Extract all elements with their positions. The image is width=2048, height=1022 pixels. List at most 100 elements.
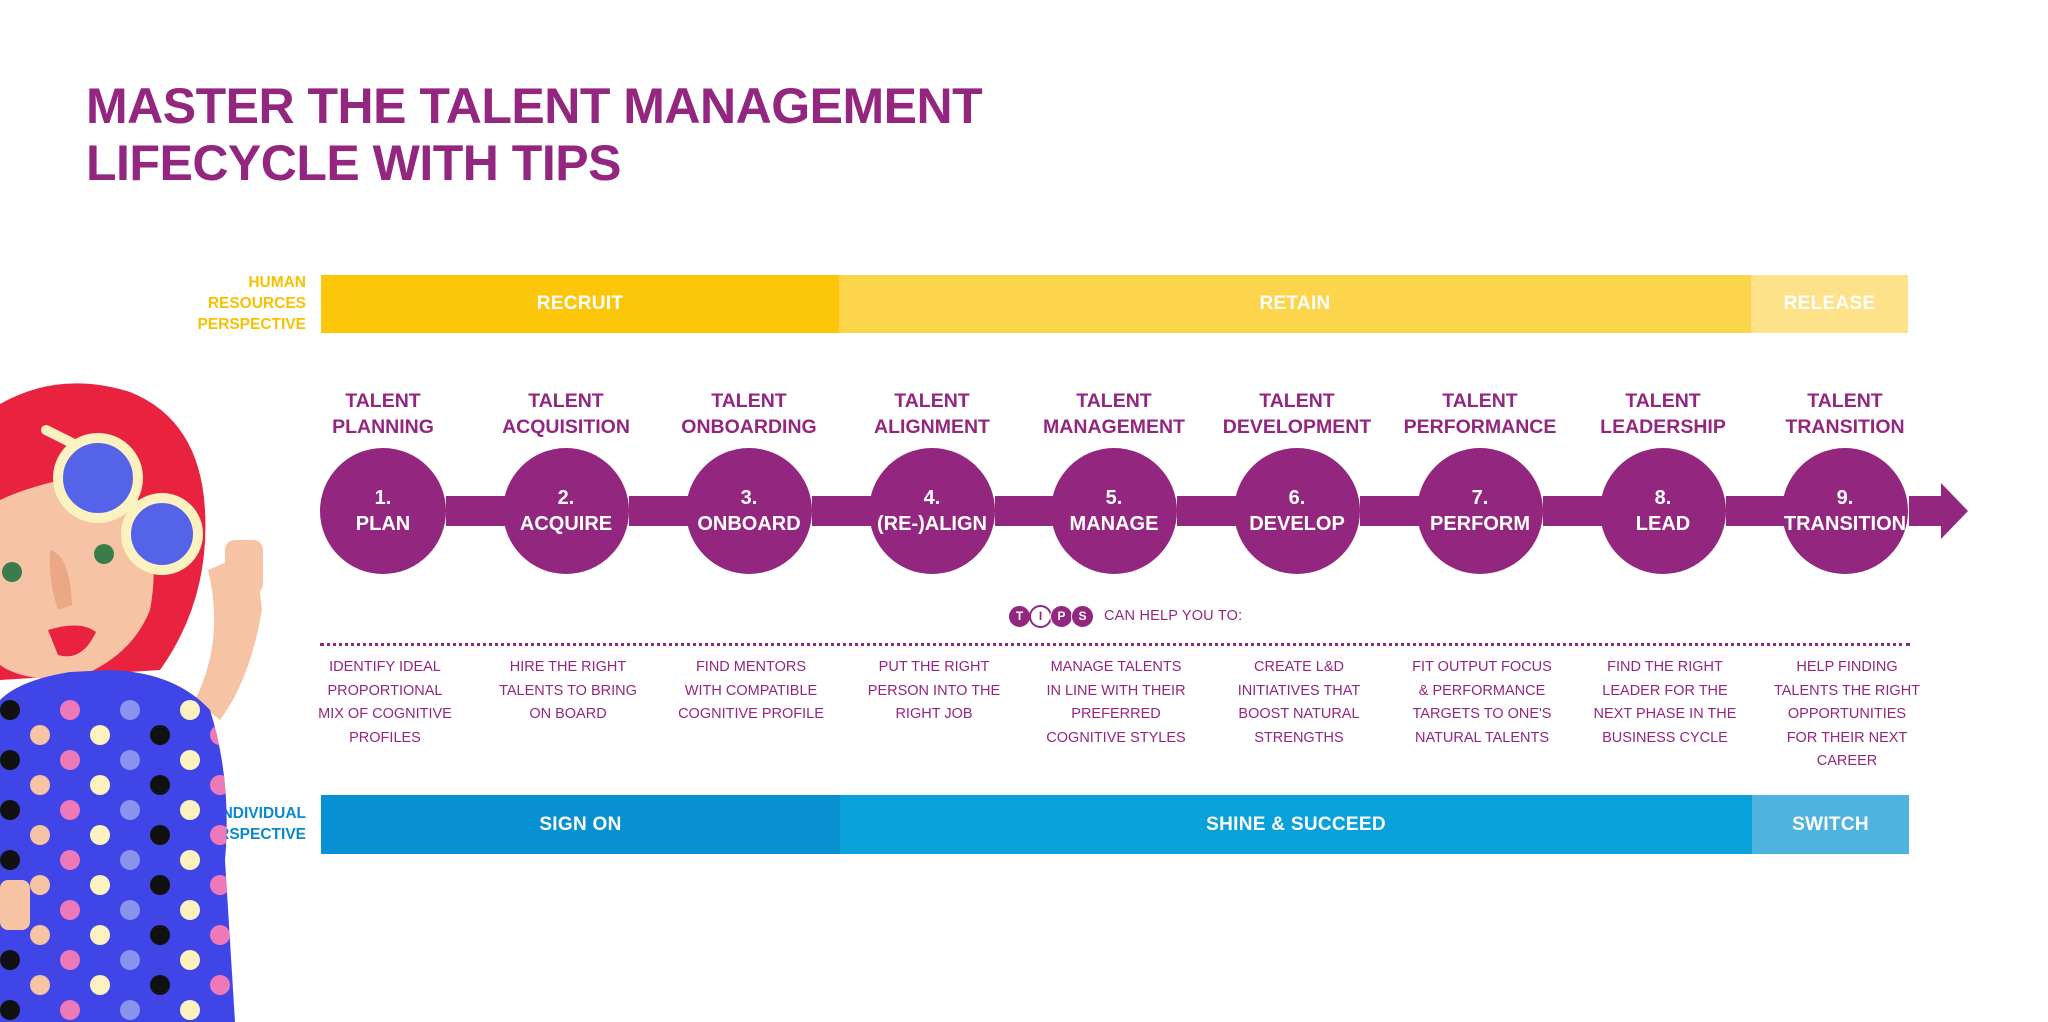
tip-line: PROFILES bbox=[349, 729, 421, 746]
stage-name-line: TALENT bbox=[1076, 390, 1152, 412]
tips-logo-letter: T bbox=[1008, 604, 1031, 628]
tip-line: FIND MENTORS bbox=[695, 659, 807, 675]
tips-logo-letter: S bbox=[1071, 604, 1094, 628]
stage-circle-acquire: 2. ACQUIRE bbox=[503, 448, 629, 574]
tip-line: TALENTS THE RIGHT bbox=[1773, 682, 1921, 699]
tip-line: INITIATIVES THAT bbox=[1237, 682, 1361, 699]
tip-perform: FIT OUTPUT FOCUS & PERFORMANCE TARGETS T… bbox=[1400, 656, 1564, 750]
individual-phase-switch: SWITCH bbox=[1752, 795, 1909, 854]
tip-realign: PUT THE RIGHT PERSON INTO THE RIGHT JOB bbox=[852, 656, 1016, 727]
mouth bbox=[48, 625, 96, 657]
stage-action: ACQUIRE bbox=[519, 513, 613, 535]
stage-number: 6. bbox=[1288, 487, 1306, 509]
stage-name-line: TALENT bbox=[345, 390, 421, 412]
tip-line: HIRE THE RIGHT bbox=[509, 659, 627, 675]
tip-line: PREFERRED bbox=[1071, 706, 1161, 722]
tips-logo-letter: P bbox=[1050, 604, 1073, 628]
stage-connector bbox=[1909, 496, 1943, 526]
tip-line: COGNITIVE STYLES bbox=[1046, 729, 1186, 746]
stage-name-line: TALENT bbox=[894, 390, 970, 412]
stage-name-line: ALIGNMENT bbox=[874, 416, 990, 438]
page-title: MASTER THE TALENT MANAGEMENT LIFECYCLE W… bbox=[86, 78, 983, 192]
tip-line: PROPORTIONAL bbox=[327, 682, 443, 699]
stage-action: (RE-)ALIGN bbox=[877, 513, 987, 535]
hr-perspective-label-line: RESOURCES bbox=[207, 295, 306, 312]
stage-circle-lead: 8. LEAD bbox=[1600, 448, 1726, 574]
stage-name-line: TALENT bbox=[1442, 390, 1518, 412]
stage-name-line: PERFORMANCE bbox=[1403, 416, 1557, 438]
stage-name-performance: TALENT PERFORMANCE bbox=[1400, 388, 1560, 440]
stage-circle-perform: 7. PERFORM bbox=[1417, 448, 1543, 574]
hr-phase-label: RETAIN bbox=[1259, 293, 1331, 314]
stage-connector bbox=[629, 496, 689, 526]
stage-number: 1. bbox=[374, 487, 392, 509]
stage-connector bbox=[1177, 496, 1237, 526]
tip-line: MIX OF COGNITIVE bbox=[318, 706, 452, 722]
stage-number: 8. bbox=[1654, 487, 1672, 509]
tip-line: IN LINE WITH THEIR bbox=[1046, 682, 1186, 699]
stage-action: ONBOARD bbox=[697, 513, 801, 535]
stage-number: 9. bbox=[1836, 487, 1854, 509]
tip-manage: MANAGE TALENTS IN LINE WITH THEIR PREFER… bbox=[1034, 656, 1198, 750]
tip-develop: CREATE L&D INITIATIVES THAT BOOST NATURA… bbox=[1217, 656, 1381, 750]
tip-line: BOOST NATURAL bbox=[1238, 706, 1360, 722]
stage-name-line: TALENT bbox=[1807, 390, 1883, 412]
lifecycle-arrow-head bbox=[1941, 483, 1968, 539]
stage-circle-transition: 9. TRANSITION bbox=[1782, 448, 1908, 574]
title-line-1: MASTER THE TALENT MANAGEMENT bbox=[86, 78, 983, 134]
stage-circle-onboard: 3. ONBOARD bbox=[686, 448, 812, 574]
stage-name-line: ONBOARDING bbox=[681, 416, 817, 438]
stage-connector bbox=[446, 496, 506, 526]
tip-line: CREATE L&D bbox=[1254, 659, 1344, 675]
tip-line: LEADER FOR THE bbox=[1602, 682, 1728, 699]
stage-circle-plan: 1. PLAN bbox=[320, 448, 446, 574]
character-illustration bbox=[0, 383, 263, 1022]
stage-connector bbox=[812, 496, 872, 526]
stage-action: TRANSITION bbox=[1783, 513, 1907, 535]
tip-line: TALENTS TO BRING bbox=[499, 682, 637, 699]
hr-perspective-label: HUMAN RESOURCES PERSPECTIVE bbox=[146, 272, 306, 335]
stage-name-onboarding: TALENT ONBOARDING bbox=[669, 388, 829, 440]
stage-name-line: TALENT bbox=[711, 390, 787, 412]
hr-perspective-label-line: HUMAN bbox=[248, 274, 306, 291]
face bbox=[0, 470, 154, 680]
stage-action: LEAD bbox=[1635, 513, 1691, 535]
tip-acquire: HIRE THE RIGHT TALENTS TO BRING ON BOARD bbox=[486, 656, 650, 727]
hr-perspective-label-line: PERSPECTIVE bbox=[197, 316, 306, 333]
stage-action: PERFORM bbox=[1430, 513, 1530, 535]
stage-name-line: LEADERSHIP bbox=[1600, 416, 1726, 438]
stage-circle-develop: 6. DEVELOP bbox=[1234, 448, 1360, 574]
stage-name-line: PLANNING bbox=[332, 416, 434, 438]
stage-connector bbox=[995, 496, 1055, 526]
stage-action: PLAN bbox=[355, 513, 411, 535]
stage-name-line: ACQUISITION bbox=[502, 416, 630, 438]
stage-number: 7. bbox=[1471, 487, 1489, 509]
tip-line: HELP FINDING bbox=[1796, 659, 1898, 675]
hr-phase-recruit: RECRUIT bbox=[321, 275, 839, 333]
tip-line: CAREER bbox=[1816, 753, 1878, 769]
individual-phase-sign-on: SIGN ON bbox=[321, 795, 840, 854]
tip-line: & PERFORMANCE bbox=[1418, 682, 1546, 699]
tip-line: IDENTIFY IDEAL bbox=[329, 659, 441, 675]
hr-phase-label: RELEASE bbox=[1783, 293, 1876, 314]
tips-caption: CAN HELP YOU TO: bbox=[1104, 608, 1243, 624]
tip-line: PUT THE RIGHT bbox=[878, 659, 990, 675]
tip-line: FOR THEIR NEXT bbox=[1786, 729, 1908, 746]
tip-line: ON BOARD bbox=[529, 706, 607, 722]
individual-phase-label: SHINE & SUCCEED bbox=[1206, 813, 1386, 835]
stage-name-development: TALENT DEVELOPMENT bbox=[1217, 388, 1377, 440]
stage-name-line: TRANSITION bbox=[1785, 416, 1905, 438]
stage-name-line: DEVELOPMENT bbox=[1222, 416, 1372, 438]
tip-line: FIT OUTPUT FOCUS bbox=[1412, 659, 1552, 675]
individual-phase-shine-succeed: SHINE & SUCCEED bbox=[840, 795, 1752, 854]
nose bbox=[49, 550, 72, 610]
tip-line: NATURAL TALENTS bbox=[1414, 729, 1550, 746]
tip-line: PERSON INTO THE bbox=[867, 682, 1001, 699]
title-line-2: LIFECYCLE WITH TIPS bbox=[86, 135, 621, 191]
stage-name-acquisition: TALENT ACQUISITION bbox=[486, 388, 646, 440]
stage-circle-realign: 4. (RE-)ALIGN bbox=[869, 448, 995, 574]
tip-onboard: FIND MENTORS WITH COMPATIBLE COGNITIVE P… bbox=[669, 656, 833, 727]
tip-line: MANAGE TALENTS bbox=[1050, 659, 1182, 675]
stage-number: 3. bbox=[740, 487, 758, 509]
stage-name-transition: TALENT TRANSITION bbox=[1765, 388, 1925, 440]
